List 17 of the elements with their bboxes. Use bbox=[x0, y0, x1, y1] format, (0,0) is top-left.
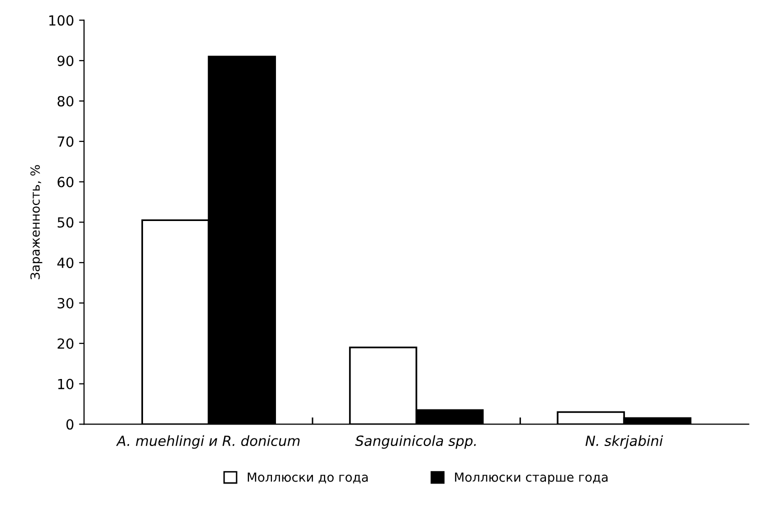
y-tick-label: 30 bbox=[58, 298, 74, 308]
y-tick-label: 90 bbox=[58, 56, 74, 66]
x-tick-label: N. skrjabini bbox=[586, 435, 663, 449]
y-axis-title: Зараженность, % bbox=[30, 165, 42, 280]
y-tick-label: 100 bbox=[49, 15, 74, 26]
x-tick-label: Sanguinicola spp. bbox=[355, 435, 476, 449]
y-tick-label: 0 bbox=[66, 419, 74, 430]
x-tick-label: A. muehlingi и R. donicum bbox=[116, 435, 300, 449]
y-tick-label: 50 bbox=[58, 217, 74, 228]
y-tick-label: 80 bbox=[58, 96, 74, 106]
legend-label: Моллюски до года bbox=[248, 472, 368, 484]
y-tick-label: 60 bbox=[58, 176, 74, 188]
y-tick-label: 70 bbox=[58, 136, 74, 147]
y-tick-label: 40 bbox=[57, 258, 74, 268]
y-tick-label: 10 bbox=[58, 378, 74, 390]
legend-label: Моллюски старше года bbox=[455, 472, 608, 484]
y-tick-label: 20 bbox=[58, 338, 74, 349]
